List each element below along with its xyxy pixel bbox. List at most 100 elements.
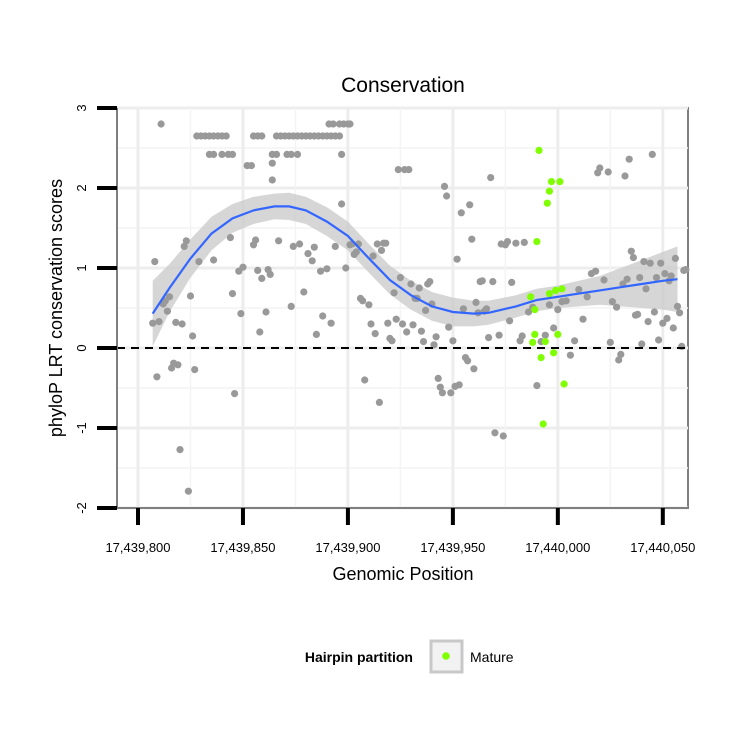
other-point [308, 257, 316, 265]
other-point [600, 276, 608, 284]
other-point [657, 259, 665, 267]
other-point [621, 172, 629, 180]
other-point [149, 319, 157, 327]
x-tick-label: 17,440,050 [630, 540, 695, 555]
other-point [438, 389, 446, 397]
other-point [237, 310, 245, 318]
other-point [676, 309, 684, 317]
other-point [422, 306, 430, 314]
confidence-ribbon-layer [152, 192, 678, 347]
other-point [541, 331, 549, 339]
other-point [466, 201, 474, 209]
y-tick-label: -2 [74, 502, 89, 514]
other-point [646, 259, 654, 267]
other-point [562, 297, 570, 305]
mature-point [560, 380, 568, 388]
x-tick-label: 17,439,850 [210, 540, 275, 555]
other-point [489, 278, 497, 286]
mature-point [535, 146, 543, 154]
other-point [596, 164, 604, 172]
other-point [296, 240, 304, 248]
other-point [608, 298, 617, 306]
y-tick-label: 0 [74, 344, 89, 351]
other-point [231, 390, 239, 398]
other-point [464, 357, 472, 365]
other-point [394, 166, 402, 174]
x-axis: 17,439,800 17,439,850 17,439,900 17,439,950… [105, 507, 695, 555]
other-point [254, 266, 262, 274]
other-point [673, 302, 682, 310]
other-point [661, 270, 669, 278]
other-point [440, 182, 449, 190]
other-point [468, 235, 476, 243]
other-point [455, 381, 463, 389]
other-point [426, 278, 434, 286]
other-point [228, 290, 237, 298]
other-point [342, 264, 350, 272]
plot-panel [116, 106, 690, 510]
other-point [377, 246, 386, 254]
other-point [275, 237, 283, 245]
other-point [382, 239, 390, 247]
other-point [180, 242, 188, 250]
other-point [655, 336, 663, 344]
other-point [491, 429, 499, 437]
other-point [346, 120, 354, 128]
other-point [636, 274, 644, 282]
mature-point [550, 349, 558, 357]
other-point [638, 340, 646, 348]
other-point [604, 168, 612, 176]
other-point [390, 289, 398, 297]
other-point [436, 383, 444, 391]
other-point [300, 288, 308, 296]
other-point [157, 120, 165, 128]
other-point [457, 209, 465, 217]
other-point [373, 240, 381, 248]
other-point [415, 284, 423, 292]
other-point [151, 258, 159, 266]
y-tick-label: 2 [74, 184, 89, 191]
y-axis: -2 -1 0 1 2 3 [74, 104, 118, 514]
other-point [396, 274, 404, 282]
mature-point [558, 285, 566, 293]
other-point [579, 315, 587, 323]
confidence-ribbon [152, 192, 678, 347]
other-point [329, 120, 337, 128]
other-point [652, 274, 661, 282]
other-point [327, 319, 335, 327]
other-point [623, 275, 631, 283]
x-tick-label: 17,439,800 [105, 540, 170, 555]
other-point [407, 280, 415, 288]
other-point [403, 328, 411, 336]
other-point [226, 234, 234, 242]
other-point [210, 256, 218, 264]
other-point [520, 238, 528, 246]
other-point [671, 254, 680, 262]
other-point [592, 267, 600, 275]
other-point [371, 330, 379, 338]
other-point [667, 272, 675, 280]
other-point [361, 376, 369, 384]
mature-point [556, 178, 564, 186]
other-point [184, 487, 192, 495]
other-point [495, 331, 503, 339]
mature-point [545, 187, 554, 195]
y-axis-label: phyloP LRT conservation scores [46, 179, 66, 437]
other-point [398, 320, 407, 328]
chart-title: Conservation [341, 74, 465, 97]
other-point [312, 330, 320, 338]
other-point [545, 301, 554, 309]
other-point [405, 166, 413, 174]
other-point [472, 298, 480, 306]
x-tick-label: 17,440,000 [525, 540, 590, 555]
other-point [293, 150, 302, 158]
other-point [310, 243, 318, 251]
other-point [606, 338, 614, 346]
other-point [258, 274, 266, 282]
other-point [369, 252, 377, 260]
other-point [222, 132, 230, 140]
mature-point [531, 306, 539, 314]
other-point [682, 266, 690, 274]
other-point [417, 327, 425, 335]
